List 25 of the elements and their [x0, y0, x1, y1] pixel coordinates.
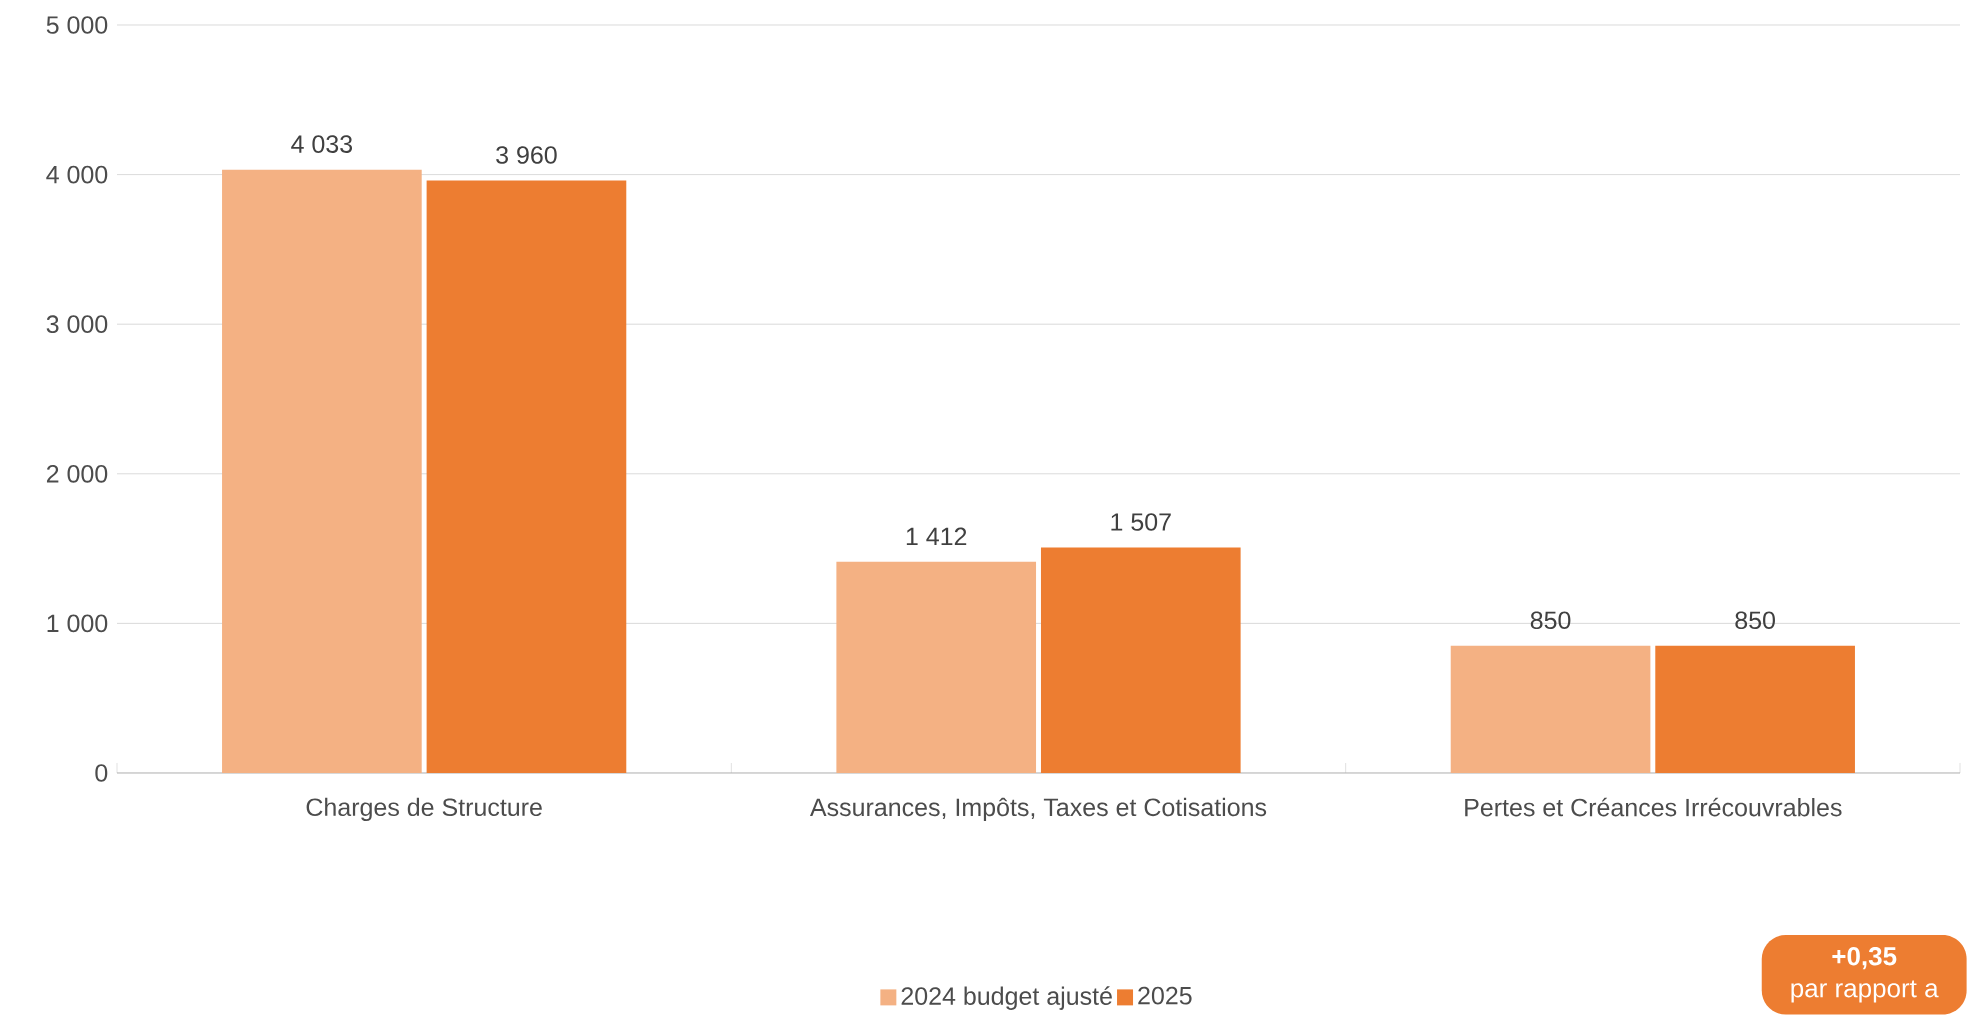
text: +0,35 — [1832, 947, 1897, 970]
y-tick-label: 0 — [95, 764, 108, 782]
bar — [1040, 547, 1241, 773]
y-tick-label: 1 000 — [47, 614, 108, 633]
data-label: 3 960 — [496, 146, 557, 164]
bar — [836, 561, 1037, 773]
data-label: 1 412 — [906, 527, 967, 546]
x-tick-label: Assurances, Impôts, Taxes et Cotisations — [809, 797, 1267, 822]
y-tick-label: 2 000 — [46, 464, 108, 483]
data-label: 4 033 — [291, 135, 353, 153]
bar — [426, 180, 627, 773]
data-label: 850 — [1735, 611, 1775, 630]
x-tick-label: Pertes et Créances Irrécouvrables — [1465, 797, 1842, 817]
data-label: 1 507 — [1111, 513, 1171, 531]
y-tick-label: 4 000 — [46, 165, 108, 184]
y-tick-label: 5 000 — [46, 16, 108, 34]
bar — [1655, 645, 1855, 773]
x-tick-label: Charges de Structure — [306, 797, 542, 822]
bar — [1450, 645, 1651, 773]
bar — [222, 169, 422, 773]
data-label: 850 — [1530, 611, 1571, 630]
legend-label: 2025 — [1138, 986, 1192, 1005]
text: par rapport a — [1791, 980, 1939, 1003]
y-tick-label: 3 000 — [46, 315, 108, 334]
legend-label: 2024 budget ajusté — [901, 986, 1112, 1010]
